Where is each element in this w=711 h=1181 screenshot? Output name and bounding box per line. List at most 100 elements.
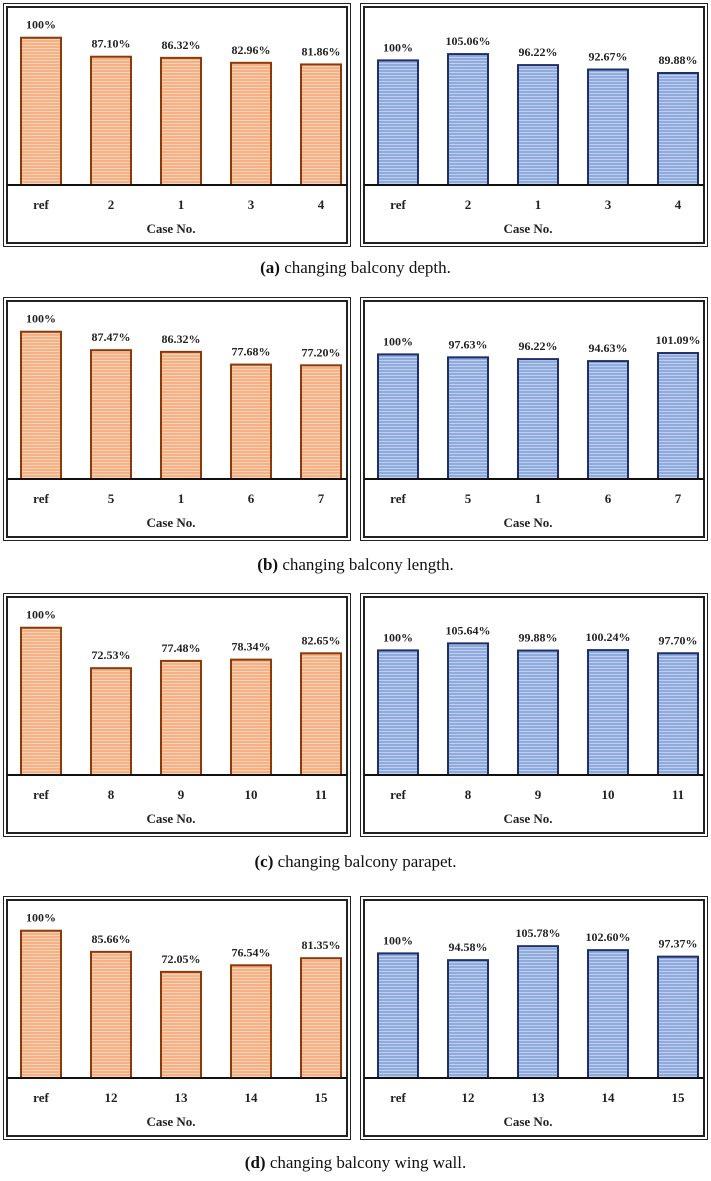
tick-label-c-right-9: 9 bbox=[535, 787, 542, 802]
frame-outer bbox=[3, 297, 351, 541]
bar-a-left-4 bbox=[300, 63, 342, 187]
data-label-d-left-ref: 100% bbox=[26, 911, 56, 925]
bar-c-left-10 bbox=[230, 658, 272, 776]
data-label-b-right-1: 96.22% bbox=[519, 339, 558, 353]
bar-d-right-14 bbox=[587, 949, 629, 1079]
data-label-a-left-3: 82.96% bbox=[232, 43, 271, 57]
chart-d-right: 100% ref 94.58% 12 105.78% 13 102.60% 14 97.37% 1… bbox=[360, 896, 708, 1140]
chart-row-c: 100% ref 72.53% 8 77.48% 9 78.34% 10 82.65% 11 Cas… bbox=[3, 593, 708, 837]
chart-d-left: 100% ref 85.66% 12 72.05% 13 76.54% 14 81.35% 15 C… bbox=[3, 896, 351, 1140]
frame-outer bbox=[3, 593, 351, 837]
data-label-c-right-11: 97.70% bbox=[659, 633, 698, 647]
data-label-b-left-ref: 100% bbox=[26, 312, 56, 326]
tick-label-c-right-ref: ref bbox=[390, 787, 406, 802]
tick-label-b-right-ref: ref bbox=[390, 491, 406, 506]
data-label-b-left-7: 77.20% bbox=[302, 345, 341, 359]
x-axis-title-a-right: Case No. bbox=[503, 221, 552, 236]
bar-b-left-5 bbox=[90, 349, 132, 481]
bar-c-right-11 bbox=[657, 652, 699, 776]
tick-label-b-right-1: 1 bbox=[535, 491, 542, 506]
data-label-b-right-7: 101.09% bbox=[656, 333, 701, 347]
tick-label-a-right-ref: ref bbox=[390, 197, 406, 212]
data-label-d-left-14: 76.54% bbox=[232, 945, 271, 959]
data-label-a-right-2: 105.06% bbox=[446, 34, 491, 48]
tick-label-d-left-12: 12 bbox=[105, 1090, 118, 1105]
data-label-c-left-11: 82.65% bbox=[302, 633, 341, 647]
frame-outer bbox=[360, 3, 708, 247]
tick-label-b-left-5: 5 bbox=[108, 491, 115, 506]
tick-label-c-right-10: 10 bbox=[602, 787, 615, 802]
x-axis-title-c-right: Case No. bbox=[503, 811, 552, 826]
data-label-b-right-ref: 100% bbox=[383, 334, 413, 348]
caption-c-text: changing balcony parapet. bbox=[273, 852, 457, 871]
figure-row-a: 100% ref 87.10% 2 86.32% 1 82.96% 3 81.86% 4 Case … bbox=[3, 3, 708, 247]
tick-label-a-left-3: 3 bbox=[248, 197, 255, 212]
bar-b-left-6 bbox=[230, 363, 272, 480]
data-label-d-right-ref: 100% bbox=[383, 933, 413, 947]
tick-label-b-left-ref: ref bbox=[33, 491, 49, 506]
tick-label-b-right-6: 6 bbox=[605, 491, 612, 506]
chart-row-b: 100% ref 87.47% 5 86.32% 1 77.68% 6 77.20% 7 Case … bbox=[3, 297, 708, 541]
data-label-a-right-4: 89.88% bbox=[659, 53, 698, 67]
tick-label-b-right-5: 5 bbox=[465, 491, 472, 506]
data-label-b-left-6: 77.68% bbox=[232, 345, 271, 359]
tick-label-d-left-ref: ref bbox=[33, 1090, 49, 1105]
data-label-a-right-1: 96.22% bbox=[519, 45, 558, 59]
bar-d-right-ref bbox=[377, 952, 419, 1080]
tick-label-d-left-13: 13 bbox=[175, 1090, 189, 1105]
tick-label-a-right-2: 2 bbox=[465, 197, 472, 212]
frame-inner bbox=[6, 300, 348, 538]
x-axis-title-d-right: Case No. bbox=[503, 1114, 552, 1129]
frame-inner bbox=[6, 899, 348, 1137]
bar-c-right-8 bbox=[447, 642, 489, 776]
bar-a-right-ref bbox=[377, 59, 419, 187]
bar-a-left-3 bbox=[230, 61, 272, 186]
caption-b-text: changing balcony length. bbox=[278, 555, 454, 574]
data-label-d-right-15: 97.37% bbox=[659, 937, 698, 951]
x-axis-title-b-right: Case No. bbox=[503, 515, 552, 530]
caption-d-label: (d) bbox=[244, 1153, 266, 1172]
tick-label-d-right-14: 14 bbox=[602, 1090, 616, 1105]
data-label-c-left-8: 72.53% bbox=[92, 648, 131, 662]
bar-b-right-7 bbox=[657, 352, 699, 480]
data-label-d-right-12: 94.58% bbox=[449, 940, 488, 954]
bar-c-left-8 bbox=[90, 667, 132, 776]
data-label-d-right-14: 102.60% bbox=[586, 930, 631, 944]
chart-a-right: 100% ref 105.06% 2 96.22% 1 92.67% 3 89.88% 4 Case… bbox=[360, 3, 708, 247]
bar-d-left-14 bbox=[230, 964, 272, 1079]
bar-d-left-15 bbox=[300, 957, 342, 1080]
data-label-c-left-ref: 100% bbox=[26, 608, 56, 622]
x-axis-title-b-left: Case No. bbox=[146, 515, 195, 530]
chart-a-left: 100% ref 87.10% 2 86.32% 1 82.96% 3 81.86% 4 Case … bbox=[3, 3, 351, 247]
tick-label-b-left-1: 1 bbox=[178, 491, 185, 506]
tick-label-a-left-ref: ref bbox=[33, 197, 49, 212]
frame-inner bbox=[363, 596, 705, 834]
bar-a-left-2 bbox=[90, 55, 132, 187]
figure-row-d: 100% ref 85.66% 12 72.05% 13 76.54% 14 81.35% 15 C… bbox=[3, 896, 708, 1140]
bar-c-left-11 bbox=[300, 652, 342, 776]
frame-inner bbox=[363, 300, 705, 538]
tick-label-a-right-4: 4 bbox=[675, 197, 682, 212]
bar-b-right-5 bbox=[447, 356, 489, 481]
bar-a-left-ref bbox=[20, 36, 62, 186]
tick-label-b-left-7: 7 bbox=[318, 491, 325, 506]
chart-c-right: 100% ref 105.64% 8 99.88% 9 100.24% 10 97.70% 11 C… bbox=[360, 593, 708, 837]
caption-a: (a) changing balcony depth. bbox=[0, 258, 711, 278]
frame-outer bbox=[3, 3, 351, 247]
bar-b-right-ref bbox=[377, 353, 419, 481]
bar-a-right-1 bbox=[517, 64, 559, 186]
data-label-c-right-8: 105.64% bbox=[446, 623, 491, 637]
x-axis-title-c-left: Case No. bbox=[146, 811, 195, 826]
bar-b-left-1 bbox=[160, 350, 202, 480]
x-axis-title-d-left: Case No. bbox=[146, 1114, 195, 1129]
bar-d-right-13 bbox=[517, 945, 559, 1080]
data-label-d-left-13: 72.05% bbox=[162, 952, 201, 966]
chart-row-d: 100% ref 85.66% 12 72.05% 13 76.54% 14 81.35% 15 C… bbox=[3, 896, 708, 1140]
bar-d-left-13 bbox=[160, 970, 202, 1079]
data-label-a-right-ref: 100% bbox=[383, 40, 413, 54]
tick-label-d-right-15: 15 bbox=[672, 1090, 686, 1105]
frame-outer bbox=[360, 896, 708, 1140]
bar-b-right-6 bbox=[587, 360, 629, 480]
bar-d-left-ref bbox=[20, 929, 62, 1079]
data-label-c-right-ref: 100% bbox=[383, 630, 413, 644]
